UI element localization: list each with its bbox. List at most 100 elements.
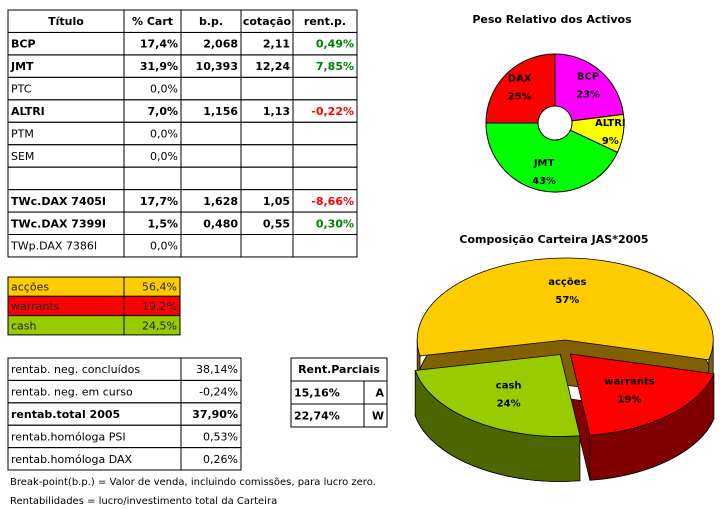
slice-label: cash bbox=[496, 381, 522, 392]
slice-value: 23% bbox=[576, 89, 600, 100]
cell-text: 0,0% bbox=[150, 150, 178, 163]
table-cell bbox=[292, 121, 358, 146]
cell-text: 37,90% bbox=[192, 408, 238, 421]
slice-value: 57% bbox=[555, 295, 579, 306]
cell-text: 1,5% bbox=[147, 217, 178, 230]
cell-text: 22,74% bbox=[294, 410, 340, 423]
slice-value: 19% bbox=[618, 395, 642, 406]
cell-text: 31,9% bbox=[140, 60, 178, 73]
cell-text: 0,30% bbox=[316, 217, 354, 230]
pie-slice bbox=[569, 353, 715, 436]
slice-label: DAX bbox=[508, 74, 532, 85]
slice-label: warrants bbox=[604, 377, 654, 388]
note: Break-point(b.p.) = Valor de venda, incl… bbox=[10, 477, 376, 488]
slice-value: 43% bbox=[532, 176, 556, 187]
cell-text: cash bbox=[11, 319, 37, 332]
cell-text: 15,16% bbox=[294, 387, 340, 400]
cell-text: A bbox=[375, 387, 384, 400]
cell-text: 19,2% bbox=[142, 300, 177, 313]
table-cell bbox=[180, 144, 242, 168]
cell-text: PTC bbox=[11, 83, 32, 96]
cell-text: 0,26% bbox=[203, 453, 238, 466]
table-cell bbox=[180, 121, 242, 146]
donut-slice bbox=[554, 53, 625, 122]
slice-label: JMT bbox=[533, 158, 555, 169]
cell-text: 1,05 bbox=[263, 195, 290, 208]
cell-text: 38,14% bbox=[196, 363, 238, 376]
cell-text: 0,49% bbox=[316, 38, 354, 51]
cell-text: 2,11 bbox=[263, 38, 290, 51]
table-cell bbox=[240, 76, 294, 101]
table-cell bbox=[292, 234, 358, 258]
cell-text: W bbox=[372, 410, 384, 423]
chart-title: Peso Relativo dos Activos bbox=[472, 13, 632, 26]
cell-text: 0,55 bbox=[263, 217, 290, 230]
cell-text: 24,5% bbox=[142, 319, 177, 332]
note: Rentabilidades = lucro/investimento tota… bbox=[10, 496, 277, 507]
chart-title: Composição Carteira JAS*2005 bbox=[459, 233, 648, 246]
cell-text: 2,068 bbox=[203, 38, 238, 51]
cell-text: BCP bbox=[11, 38, 36, 51]
cell-text: 1,628 bbox=[203, 195, 238, 208]
cell-text: 0,53% bbox=[203, 430, 238, 443]
slice-value: 25% bbox=[508, 92, 532, 103]
table-cell bbox=[123, 315, 181, 336]
cell-text: rentab. neg. concluídos bbox=[11, 363, 140, 376]
cell-text: acções bbox=[11, 281, 49, 294]
pie-slice bbox=[414, 354, 581, 437]
cell-text: TWp.DAX 7386I bbox=[10, 240, 97, 253]
table-cell bbox=[363, 403, 388, 428]
cell-text: 0,0% bbox=[150, 83, 178, 96]
cell-text: 10,393 bbox=[196, 60, 238, 73]
cell-text: 7,85% bbox=[316, 60, 354, 73]
column-header: Título bbox=[48, 15, 84, 28]
pie-slice bbox=[416, 257, 714, 361]
table-cell bbox=[292, 76, 358, 101]
cell-text: 17,7% bbox=[140, 195, 178, 208]
cell-text: rentab. neg. em curso bbox=[11, 386, 133, 399]
cell-text: SEM bbox=[11, 150, 34, 163]
table-cell bbox=[180, 234, 242, 258]
cell-text: -8,66% bbox=[311, 195, 354, 208]
table-cell bbox=[240, 144, 294, 168]
cell-text: JMT bbox=[10, 60, 34, 73]
cell-text: ALTRI bbox=[11, 105, 45, 118]
cell-text: rentab.total 2005 bbox=[11, 408, 120, 421]
slice-value: 24% bbox=[497, 399, 521, 410]
slice-label: acções bbox=[548, 277, 586, 288]
cell-text: TWc.DAX 7399I bbox=[11, 217, 106, 230]
table-cell bbox=[180, 447, 242, 471]
cell-text: -0,22% bbox=[311, 105, 354, 118]
cell-text: 7,0% bbox=[147, 105, 178, 118]
cell-text: warrants bbox=[11, 300, 60, 313]
table-cell bbox=[180, 76, 242, 101]
cell-text: TWc.DAX 7405I bbox=[11, 195, 106, 208]
cell-text: 17,4% bbox=[140, 38, 178, 51]
cell-text: 0,480 bbox=[203, 217, 238, 230]
cell-text: 12,24 bbox=[255, 60, 290, 73]
column-header: b.p. bbox=[199, 15, 223, 28]
donut-slice bbox=[485, 53, 556, 124]
donut-slice bbox=[485, 122, 619, 193]
slice-label: ALTRI bbox=[595, 118, 626, 129]
table-cell bbox=[240, 166, 294, 191]
cell-text: rentab.homóloga DAX bbox=[11, 453, 133, 466]
column-header: cotação bbox=[243, 15, 292, 28]
table-cell bbox=[123, 166, 182, 191]
column-header: % Cart bbox=[132, 15, 173, 28]
cell-text: 0,0% bbox=[150, 240, 178, 253]
cell-text: PTM bbox=[11, 127, 34, 140]
table-cell bbox=[240, 121, 294, 146]
cell-text: 1,13 bbox=[263, 105, 290, 118]
column-header: Rent.Parciais bbox=[298, 363, 380, 376]
cell-text: 1,156 bbox=[203, 105, 238, 118]
cell-text: rentab.homóloga PSI bbox=[11, 430, 126, 443]
table-cell bbox=[240, 234, 294, 258]
table-cell bbox=[7, 166, 125, 191]
table-cell bbox=[180, 166, 242, 191]
cell-text: 0,0% bbox=[150, 127, 178, 140]
table-cell bbox=[292, 144, 358, 168]
cell-text: -0,24% bbox=[199, 386, 238, 399]
cell-text: 56,4% bbox=[142, 281, 177, 294]
